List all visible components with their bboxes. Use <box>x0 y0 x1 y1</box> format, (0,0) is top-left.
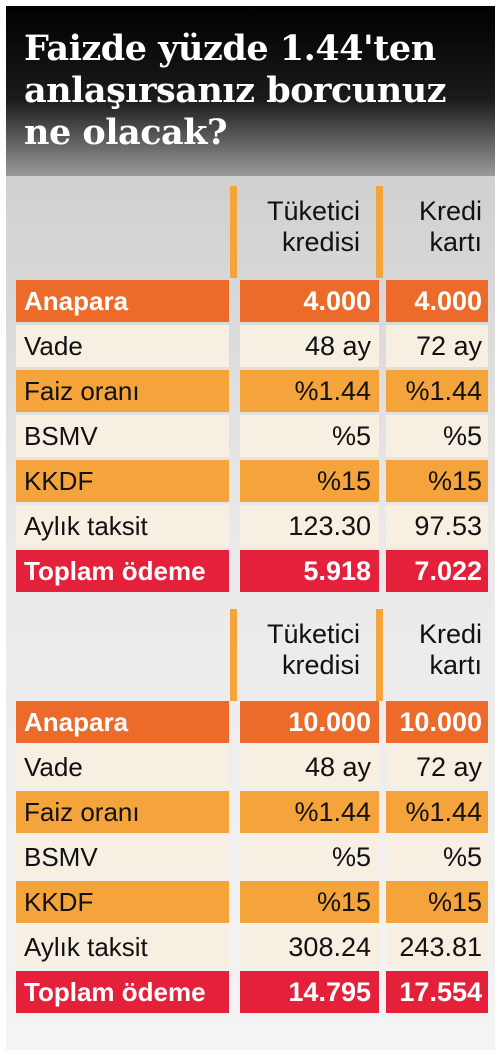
credit-card-value: 10.000 <box>386 701 488 743</box>
header-line: Tüketici <box>266 619 360 649</box>
row-vade: Vade 48 ay 72 ay <box>16 746 488 788</box>
header-credit-card: Kredi kartı <box>386 196 482 258</box>
header-line: kartı <box>429 650 482 680</box>
row-vade: Vade 48 ay 72 ay <box>16 325 488 367</box>
row-label: Aylık taksit <box>16 926 229 968</box>
consumer-loan-value: %15 <box>240 460 379 502</box>
infographic: Faizde yüzde 1.44'ten anlaşırsanız borcu… <box>6 6 495 1050</box>
credit-card-value: 17.554 <box>386 971 488 1013</box>
row-label: BSMV <box>16 836 229 878</box>
title-banner: Faizde yüzde 1.44'ten anlaşırsanız borcu… <box>6 6 495 176</box>
credit-card-value: %1.44 <box>386 370 488 412</box>
credit-card-value: 243.81 <box>386 926 488 968</box>
row-aylik-taksit: Aylık taksit 123.30 97.53 <box>16 505 488 547</box>
credit-card-value: %1.44 <box>386 791 488 833</box>
title-line-1: Faizde yüzde 1.44'ten <box>24 28 436 69</box>
consumer-loan-value: %5 <box>240 415 379 457</box>
row-label: BSMV <box>16 415 229 457</box>
consumer-loan-value: 308.24 <box>240 926 379 968</box>
header-line: Kredi <box>418 196 482 226</box>
consumer-loan-value: 14.795 <box>240 971 379 1013</box>
row-kkdf: KKDF %15 %15 <box>16 881 488 923</box>
row-label: Aylık taksit <box>16 505 229 547</box>
credit-card-value: %15 <box>386 881 488 923</box>
consumer-loan-value: %15 <box>240 881 379 923</box>
title-line-2: anlaşırsanız borcunuz <box>24 70 447 111</box>
row-label: Toplam ödeme <box>16 971 229 1013</box>
consumer-loan-value: 4.000 <box>240 280 379 322</box>
consumer-loan-value: %1.44 <box>240 791 379 833</box>
row-label: Faiz oranı <box>16 370 229 412</box>
consumer-loan-value: 48 ay <box>240 746 379 788</box>
credit-card-value: 7.022 <box>386 550 488 592</box>
credit-card-value: 4.000 <box>386 280 488 322</box>
header-line: kredisi <box>281 227 360 257</box>
header-consumer-loan: Tüketici kredisi <box>240 196 360 258</box>
row-faiz-orani: Faiz oranı %1.44 %1.44 <box>16 370 488 412</box>
row-label: KKDF <box>16 460 229 502</box>
column-divider <box>230 186 237 278</box>
column-divider <box>230 609 237 701</box>
consumer-loan-value: %5 <box>240 836 379 878</box>
header-line: Tüketici <box>266 196 360 226</box>
table-10000: Tüketici kredisi Kredi kartı Anapara 10.… <box>6 609 495 1029</box>
consumer-loan-value: 10.000 <box>240 701 379 743</box>
consumer-loan-value: 48 ay <box>240 325 379 367</box>
consumer-loan-value: 123.30 <box>240 505 379 547</box>
row-label: Vade <box>16 325 229 367</box>
credit-card-value: %15 <box>386 460 488 502</box>
credit-card-value: %5 <box>386 836 488 878</box>
row-label: Anapara <box>16 701 229 743</box>
row-bsmv: BSMV %5 %5 <box>16 415 488 457</box>
row-faiz-orani: Faiz oranı %1.44 %1.44 <box>16 791 488 833</box>
header-line: kredisi <box>281 650 360 680</box>
table-4000: Tüketici kredisi Kredi kartı Anapara 4.0… <box>6 186 495 596</box>
header-consumer-loan: Tüketici kredisi <box>240 619 360 681</box>
row-kkdf: KKDF %15 %15 <box>16 460 488 502</box>
credit-card-value: 97.53 <box>386 505 488 547</box>
title-line-3: ne olacak? <box>24 112 227 153</box>
consumer-loan-value: %1.44 <box>240 370 379 412</box>
row-label: KKDF <box>16 881 229 923</box>
header-credit-card: Kredi kartı <box>386 619 482 681</box>
column-divider <box>376 609 383 701</box>
row-aylik-taksit: Aylık taksit 308.24 243.81 <box>16 926 488 968</box>
row-toplam-odeme: Toplam ödeme 14.795 17.554 <box>16 971 488 1013</box>
row-bsmv: BSMV %5 %5 <box>16 836 488 878</box>
row-label: Toplam ödeme <box>16 550 229 592</box>
row-label: Faiz oranı <box>16 791 229 833</box>
row-anapara: Anapara 10.000 10.000 <box>16 701 488 743</box>
column-divider <box>376 186 383 278</box>
header-line: Kredi <box>418 619 482 649</box>
consumer-loan-value: 5.918 <box>240 550 379 592</box>
header-line: kartı <box>429 227 482 257</box>
row-toplam-odeme: Toplam ödeme 5.918 7.022 <box>16 550 488 592</box>
credit-card-value: 72 ay <box>386 325 488 367</box>
credit-card-value: %5 <box>386 415 488 457</box>
row-label: Vade <box>16 746 229 788</box>
row-anapara: Anapara 4.000 4.000 <box>16 280 488 322</box>
credit-card-value: 72 ay <box>386 746 488 788</box>
row-label: Anapara <box>16 280 229 322</box>
